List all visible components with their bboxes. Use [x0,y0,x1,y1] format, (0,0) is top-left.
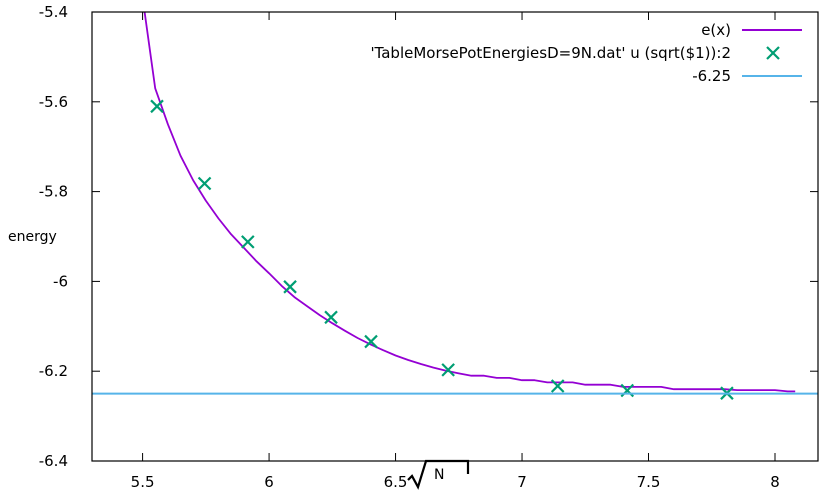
legend-label: e(x) [701,21,731,39]
y-tick-label: -5.6 [39,93,68,111]
axis-tick-labels: 5.5 6 6.5 7 7.5 8 -5.4 -5.6 -5.8 -6 -6.2 -6.4 [39,3,780,491]
plot-series [92,11,818,400]
series-line-ex [143,11,796,393]
y-tick-label: -6.4 [39,452,68,470]
data-point [241,235,255,249]
sqrt-symbol [407,459,470,490]
legend-label: 'TableMorsePotEnergiesD=9N.dat' u (sqrt(… [370,44,731,62]
data-point [283,280,297,294]
data-point [150,99,164,114]
legend-label: -6.25 [692,67,731,85]
x-tick-label: 8 [770,473,780,491]
x-axis-label: N [434,467,444,483]
x-tick-label: 6.5 [384,473,408,491]
x-tick-label: 6 [264,473,274,491]
x-tick-label: 7.5 [637,473,661,491]
y-tick-label: -5.8 [39,183,68,201]
x-tick-label: 5.5 [131,473,155,491]
axis-ticks [92,11,818,462]
data-point [197,176,212,191]
x-tick-label: 7 [517,473,527,491]
data-point [550,379,565,393]
legend-swatch [766,46,780,60]
data-point [441,363,455,377]
x-axis-label-group: N [407,459,470,490]
data-point [324,310,338,325]
y-tick-label: -6.2 [39,362,68,380]
y-tick-label: -5.4 [39,3,68,21]
y-tick-label: -6 [53,272,68,290]
y-axis-label: energy [8,229,57,245]
data-point [364,334,378,349]
legend: e(x) 'TableMorsePotEnergiesD=9N.dat' u (s… [370,21,802,85]
